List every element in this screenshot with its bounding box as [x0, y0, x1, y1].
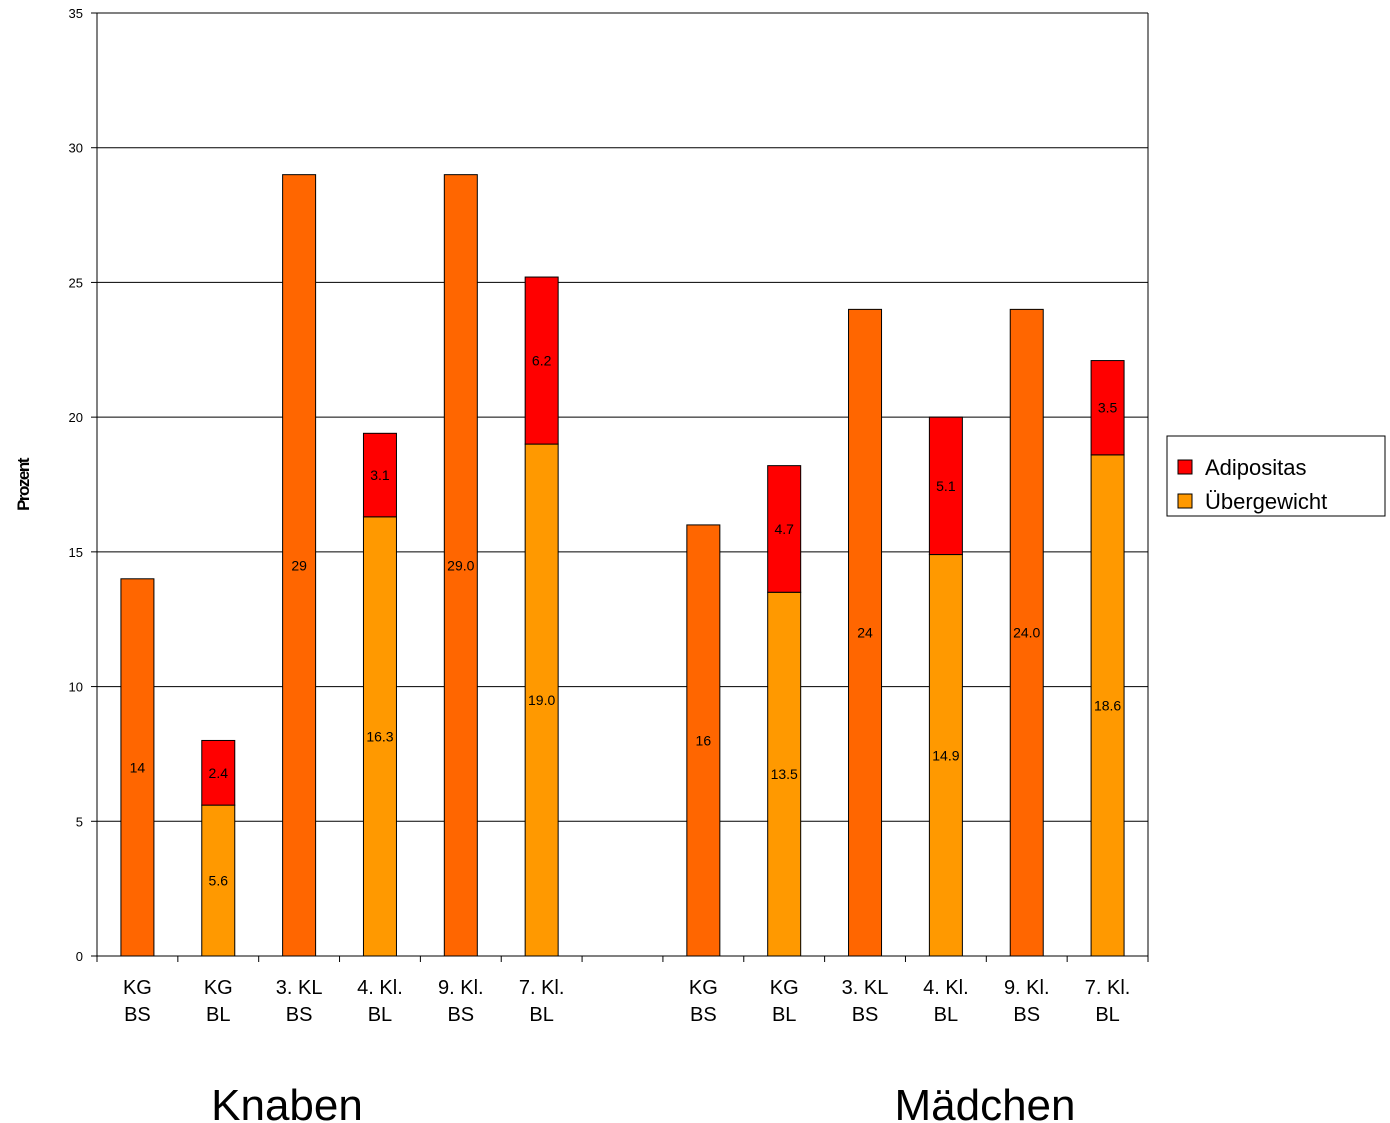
data-label-combined: 24 [857, 625, 873, 641]
bar-segment-adipositas [524, 276, 559, 445]
axes: 0 5 10 15 20 25 30 35 KG BS KG BL 3. KL BS 4. Kl. BL 9. … [69, 6, 1149, 1026]
x-tick-label: 9. Kl. [438, 977, 484, 999]
gridlines [97, 12, 1149, 956]
x-tick-label: BS [124, 1004, 151, 1026]
legend-box [1166, 435, 1386, 517]
y-tick-label: 25 [69, 275, 83, 290]
bar-combined [120, 578, 155, 957]
x-tick-label: BL [529, 1004, 553, 1026]
data-label-combined: 24.0 [1013, 625, 1040, 641]
x-tick-label: KG [689, 977, 718, 999]
x-tick-label: 3. KL [842, 977, 889, 999]
x-tick-label: KG [770, 977, 799, 999]
x-tick-label: BS [447, 1004, 474, 1026]
x-tick-label: BS [852, 1004, 879, 1026]
x-tick-label: BL [368, 1004, 392, 1026]
data-label-uebergewicht: 19.0 [528, 692, 555, 708]
data-label-combined: 14 [130, 759, 146, 775]
data-label-uebergewicht: 5.6 [209, 873, 229, 889]
x-tick-label: 7. Kl. [1085, 977, 1131, 999]
y-tick-label: 35 [69, 6, 83, 21]
y-tick-label: 5 [76, 814, 83, 829]
legend-swatch-uebergewicht [1177, 493, 1193, 509]
bar-combined [443, 174, 478, 957]
group-label-maedchen: Mädchen [894, 1081, 1075, 1123]
bar-segment-adipositas [201, 739, 236, 806]
data-label-adipositas: 6.2 [532, 353, 552, 369]
bar-combined [686, 524, 721, 957]
y-tick-label: 15 [69, 545, 83, 560]
bar-segment-adipositas [1090, 360, 1125, 456]
data-label-uebergewicht: 14.9 [932, 747, 959, 763]
y-axis-title: Prozent [14, 457, 33, 511]
x-tick-label: 4. Kl. [923, 977, 969, 999]
x-tick-label: KG [204, 977, 233, 999]
data-label-adipositas: 3.1 [370, 467, 390, 483]
data-label-combined: 16 [696, 732, 712, 748]
x-tick-label: BL [772, 1004, 796, 1026]
x-tick-label: 3. KL [276, 977, 323, 999]
data-label-uebergewicht: 18.6 [1094, 697, 1121, 713]
group-label-knaben: Knaben [211, 1081, 363, 1123]
x-tick-label: BL [1095, 1004, 1119, 1026]
y-tick-label: 30 [69, 141, 83, 156]
legend-label-adipositas: Adipositas [1205, 455, 1307, 480]
legend-swatch-adipositas [1177, 459, 1193, 475]
x-tick-label: BS [690, 1004, 717, 1026]
data-label-adipositas: 5.1 [936, 478, 956, 494]
y-tick-label: 10 [69, 680, 83, 695]
x-tick-label: 4. Kl. [357, 977, 403, 999]
data-label-combined: 29 [291, 557, 307, 573]
bar-segment-uebergewicht [767, 591, 802, 957]
data-label-uebergewicht: 13.5 [771, 766, 798, 782]
bar-segment-adipositas [928, 416, 963, 556]
data-label-combined: 29.0 [447, 557, 474, 573]
data-label-adipositas: 2.4 [209, 765, 229, 781]
bar-segment-adipositas [767, 465, 802, 593]
x-tick-label: BS [286, 1004, 313, 1026]
x-tick-label: BS [1013, 1004, 1040, 1026]
legend: Adipositas Übergewicht [1166, 435, 1386, 517]
y-tick-label: 0 [76, 949, 83, 964]
x-tick-label: KG [123, 977, 152, 999]
data-labels: 14 5.6 2.4 29 16.3 3.1 29.0 19.0 6.2 16 13.5 4.7 24 1… [130, 353, 1122, 889]
bar-segment-uebergewicht [362, 516, 397, 957]
bars [120, 174, 1125, 957]
x-tick-label: 9. Kl. [1004, 977, 1050, 999]
bar-combined [282, 174, 317, 957]
bar-combined [1009, 308, 1044, 957]
legend-label-uebergewicht: Übergewicht [1205, 489, 1327, 514]
data-label-adipositas: 4.7 [774, 521, 794, 537]
x-tick-label: BL [934, 1004, 958, 1026]
data-label-adipositas: 3.5 [1098, 400, 1118, 416]
bar-segment-uebergewicht [1090, 454, 1125, 957]
y-tick-label: 20 [69, 410, 83, 425]
bar-segment-adipositas [362, 432, 397, 518]
x-tick-label: BL [206, 1004, 230, 1026]
x-tick-label: 7. Kl. [519, 977, 565, 999]
bar-segment-uebergewicht [524, 443, 559, 957]
data-label-uebergewicht: 16.3 [366, 728, 393, 744]
